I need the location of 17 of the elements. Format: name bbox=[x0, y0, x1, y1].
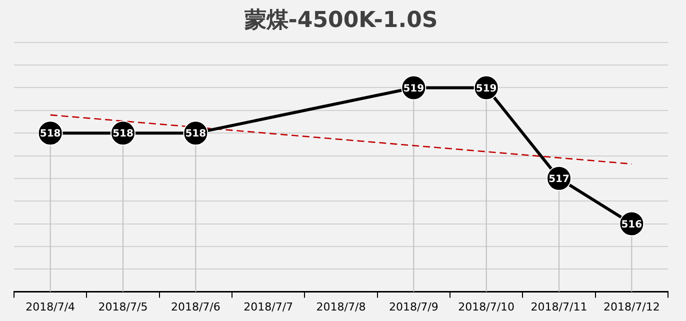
x-tick-label: 2018/7/10 bbox=[458, 300, 515, 314]
data-label: 516 bbox=[621, 219, 642, 230]
x-tick-label: 2018/7/8 bbox=[316, 300, 366, 314]
data-label: 518 bbox=[112, 128, 134, 140]
x-tick-label: 2018/7/4 bbox=[26, 300, 76, 314]
x-tick-label: 2018/7/11 bbox=[530, 300, 588, 314]
chart-title: 蒙煤-4500K-1.0S bbox=[243, 8, 438, 33]
data-label: 518 bbox=[40, 128, 61, 140]
data-label: 519 bbox=[476, 83, 497, 94]
data-label: 517 bbox=[548, 174, 570, 186]
data-label: 519 bbox=[403, 83, 424, 94]
x-tick-label: 2018/7/9 bbox=[388, 300, 438, 314]
x-tick-label: 2018/7/7 bbox=[244, 300, 294, 314]
x-tick-label: 2018/7/6 bbox=[170, 300, 220, 314]
x-tick-label: 2018/7/12 bbox=[603, 300, 660, 314]
data-label: 518 bbox=[185, 128, 206, 140]
x-tick-label: 2018/7/5 bbox=[98, 300, 148, 314]
